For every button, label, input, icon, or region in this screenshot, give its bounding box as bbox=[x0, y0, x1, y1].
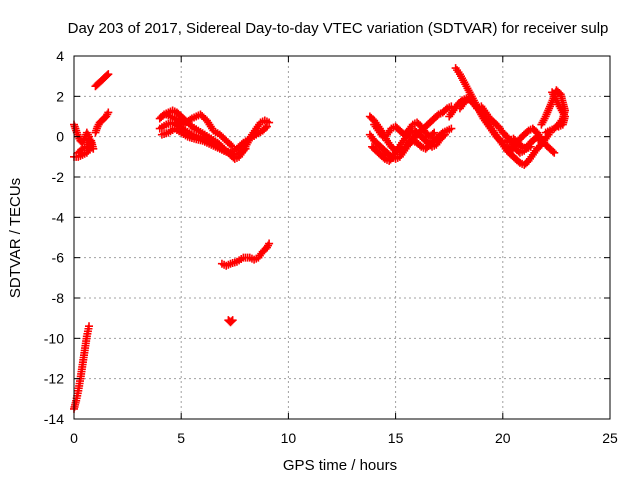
y-axis-title: SDTVAR / TECUs bbox=[7, 178, 24, 298]
y-tick-label: -4 bbox=[52, 209, 65, 225]
y-tick-label: -2 bbox=[52, 169, 65, 185]
data-point bbox=[428, 129, 437, 138]
x-tick-label: 25 bbox=[602, 430, 618, 446]
grid-lines bbox=[74, 56, 610, 419]
data-point bbox=[103, 71, 112, 80]
x-tick-label: 0 bbox=[70, 430, 78, 446]
axis-ticks bbox=[73, 55, 611, 420]
data-point bbox=[447, 124, 456, 133]
data-point bbox=[541, 128, 550, 137]
data-point bbox=[228, 316, 237, 325]
chart-title: Day 203 of 2017, Sidereal Day-to-day VTE… bbox=[68, 20, 609, 37]
data-point bbox=[239, 145, 248, 154]
y-tick-label: -14 bbox=[44, 411, 64, 427]
y-tick-label: -12 bbox=[44, 371, 64, 387]
data-point bbox=[548, 147, 557, 156]
data-point bbox=[265, 239, 274, 248]
x-tick-label: 20 bbox=[495, 430, 511, 446]
y-tick-label: 0 bbox=[56, 129, 64, 145]
data-point bbox=[265, 118, 274, 127]
data-point bbox=[85, 322, 94, 331]
data-point bbox=[262, 122, 271, 131]
y-tick-label: -6 bbox=[52, 250, 65, 266]
data-point bbox=[430, 128, 439, 137]
data-point bbox=[439, 131, 448, 140]
data-points bbox=[70, 64, 569, 413]
data-point bbox=[440, 130, 449, 139]
x-tick-labels: 0 5 10 15 20 25 bbox=[70, 430, 618, 446]
data-point bbox=[261, 123, 270, 132]
data-point bbox=[554, 122, 563, 131]
plot-frame bbox=[73, 55, 611, 420]
y-tick-label: 2 bbox=[56, 88, 64, 104]
data-point bbox=[104, 70, 113, 79]
x-tick-label: 5 bbox=[177, 430, 185, 446]
y-tick-label: -10 bbox=[44, 330, 64, 346]
y-tick-labels: -14 -12 -10 -8 -6 -4 -2 0 2 4 bbox=[44, 48, 64, 427]
x-tick-label: 15 bbox=[388, 430, 404, 446]
data-point bbox=[227, 141, 236, 150]
data-point bbox=[241, 144, 250, 153]
data-point bbox=[550, 148, 559, 157]
y-tick-label: -8 bbox=[52, 290, 65, 306]
x-axis-title: GPS time / hours bbox=[283, 457, 397, 474]
y-tick-label: 4 bbox=[56, 48, 64, 64]
data-point bbox=[228, 142, 237, 151]
data-point bbox=[104, 108, 113, 117]
data-point bbox=[227, 317, 236, 326]
data-point bbox=[89, 144, 98, 153]
x-tick-label: 10 bbox=[281, 430, 297, 446]
